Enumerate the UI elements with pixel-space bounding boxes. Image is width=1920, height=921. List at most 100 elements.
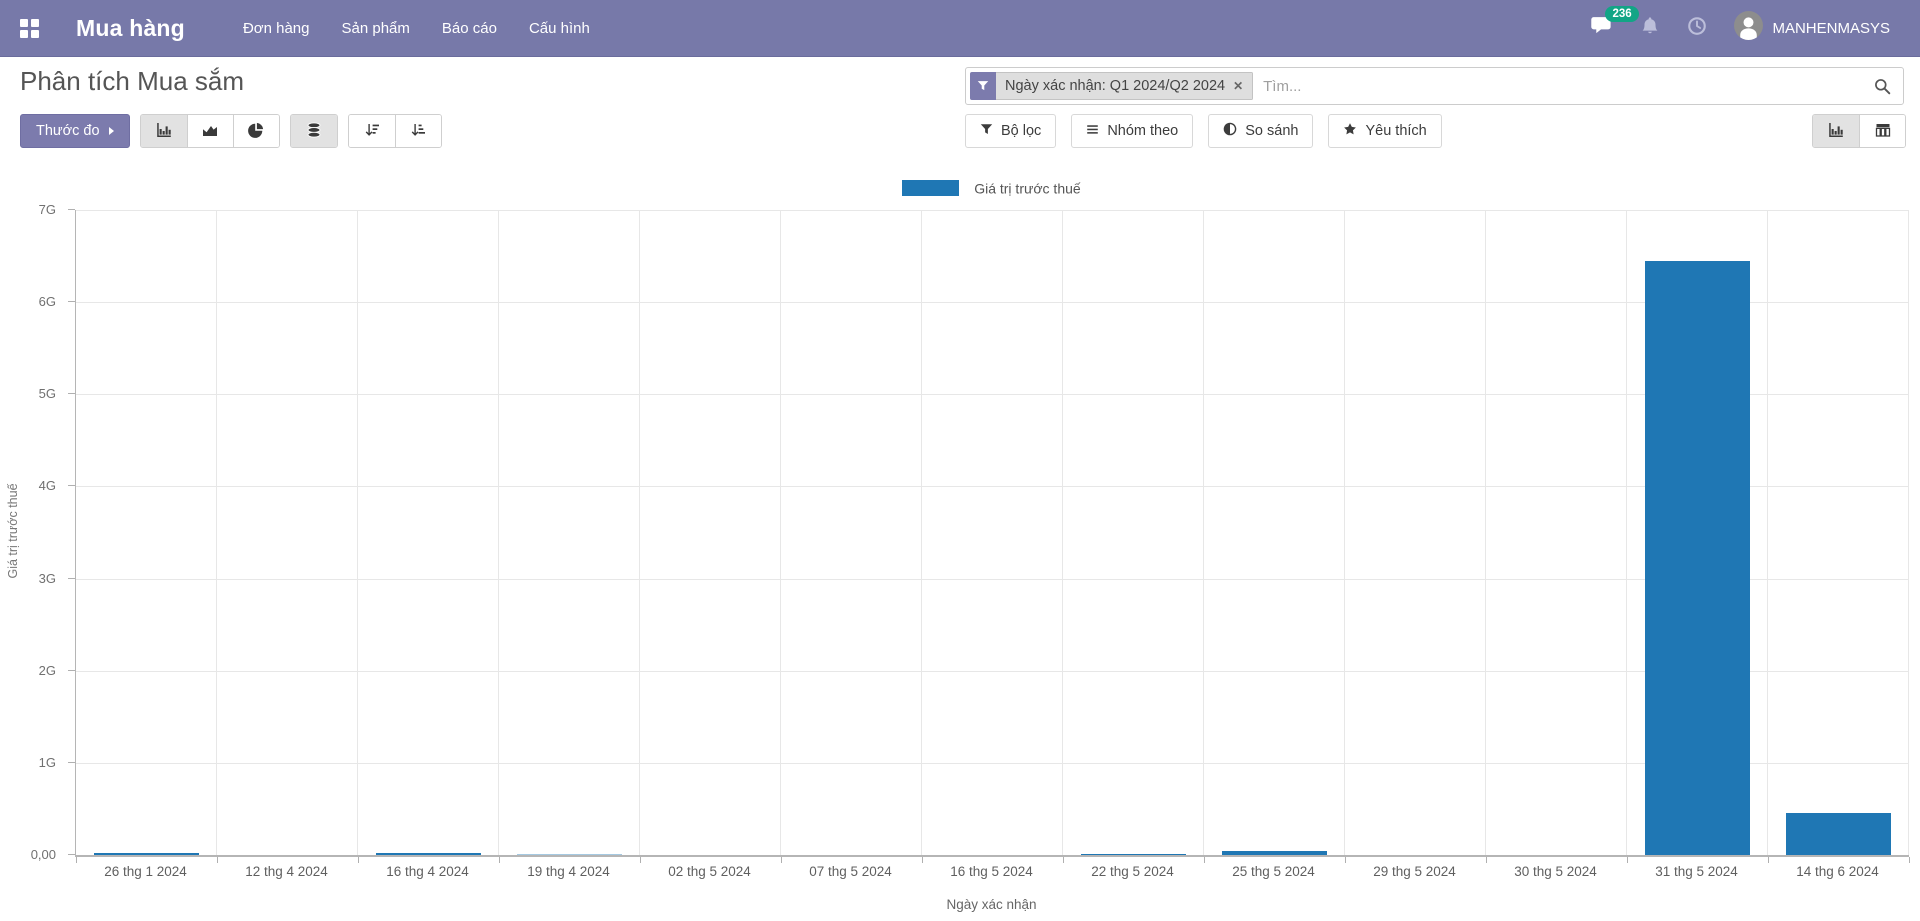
- main-menu: Đơn hàng Sản phẩm Báo cáo Cấu hình: [227, 0, 606, 56]
- graph-view-icon: [1828, 122, 1844, 141]
- measures-button[interactable]: Thước đo: [20, 114, 130, 148]
- gridline: [76, 762, 1909, 764]
- chart-bar[interactable]: [94, 853, 199, 855]
- search-options: Bộ lọc Nhóm theo So sánh Yêu thích: [965, 114, 1442, 148]
- x-tick: [1909, 857, 1910, 863]
- user-menu[interactable]: MANHENMASYS: [1734, 11, 1890, 45]
- x-axis-label: 29 thg 5 2024: [1373, 864, 1456, 879]
- sort-asc-icon: [410, 122, 426, 141]
- plot-area: [68, 209, 1910, 863]
- sort-desc-button[interactable]: [348, 115, 395, 147]
- gridline: [1062, 210, 1063, 855]
- x-axis-label: 26 thg 1 2024: [104, 864, 187, 879]
- messages-button[interactable]: 236: [1590, 5, 1639, 41]
- chart-bar[interactable]: [1081, 853, 1186, 855]
- nav-item-đơn-hàng[interactable]: Đơn hàng: [242, 19, 310, 37]
- so-sánh-button[interactable]: So sánh: [1208, 114, 1314, 148]
- x-axis-label: 16 thg 4 2024: [386, 864, 469, 879]
- x-tick: [1063, 857, 1064, 863]
- gridline: [1485, 210, 1486, 855]
- y-axis-labels: 0,00 1G 2G 3G 4G 5G 6G 7G: [0, 202, 66, 862]
- chart-bar[interactable]: [517, 854, 622, 855]
- y-axis-title: Giá trị trước thuế: [6, 483, 20, 579]
- bars-icon: [1086, 123, 1099, 140]
- view-switcher: [1812, 114, 1906, 148]
- apps-grid-icon: [19, 18, 39, 38]
- clock-icon: [1687, 16, 1707, 41]
- y-tick: [68, 485, 75, 487]
- nav-item-cấu-hình[interactable]: Cấu hình: [528, 19, 590, 37]
- chart-bar[interactable]: [1645, 260, 1750, 855]
- chat-icon: [1590, 16, 1613, 41]
- bộ-lọc-button[interactable]: Bộ lọc: [965, 114, 1057, 148]
- apps-menu-button[interactable]: [0, 0, 58, 56]
- pie-chart-button[interactable]: [232, 115, 279, 147]
- username: MANHENMASYS: [1772, 19, 1890, 37]
- gridline: [76, 578, 1909, 580]
- nhóm-theo-button[interactable]: Nhóm theo: [1071, 114, 1194, 148]
- activities-button[interactable]: [1687, 16, 1707, 41]
- caret-right-icon: [108, 127, 114, 135]
- facet-remove-icon[interactable]: [1233, 80, 1243, 92]
- y-axis-label: 4G: [38, 478, 56, 494]
- y-axis-label: 6G: [38, 294, 56, 310]
- gridline: [780, 210, 781, 855]
- avatar: [1734, 11, 1764, 45]
- facet-body: Ngày xác nhận: Q1 2024/Q2 2024: [996, 72, 1254, 100]
- y-tick: [68, 669, 75, 671]
- y-axis-label: 7G: [38, 202, 56, 217]
- x-tick: [217, 857, 218, 863]
- chart-bar[interactable]: [376, 853, 481, 855]
- gridline: [76, 394, 1909, 396]
- y-tick: [68, 577, 75, 579]
- chart-bar[interactable]: [1786, 812, 1891, 855]
- yêu-thích-button[interactable]: Yêu thích: [1328, 114, 1442, 148]
- bar-chart-button[interactable]: [140, 115, 187, 147]
- notifications-button[interactable]: [1640, 16, 1660, 41]
- button-label: Bộ lọc: [1001, 123, 1042, 139]
- gridline: [1626, 210, 1627, 855]
- x-axis-label: 25 thg 5 2024: [1232, 864, 1315, 879]
- pivot-view-icon: [1875, 122, 1891, 141]
- x-tick: [1204, 857, 1205, 863]
- x-axis-label: 31 thg 5 2024: [1655, 864, 1738, 879]
- search-icon[interactable]: [1874, 78, 1891, 95]
- y-axis-label: 1G: [38, 754, 56, 770]
- stacked-button[interactable]: [290, 115, 337, 147]
- y-axis-label: 5G: [38, 386, 56, 402]
- gridline: [1908, 210, 1909, 855]
- gridline: [216, 210, 217, 855]
- gridline: [639, 210, 640, 855]
- y-tick: [68, 209, 75, 210]
- chart-bar[interactable]: [1222, 851, 1327, 855]
- chart-legend: Giá trị trước thuế: [75, 179, 1908, 197]
- graph-view-button[interactable]: [1813, 115, 1859, 147]
- pivot-view-button[interactable]: [1859, 115, 1905, 147]
- star-icon: [1343, 122, 1357, 140]
- app-name[interactable]: Mua hàng: [76, 14, 185, 41]
- sort-asc-button[interactable]: [394, 115, 441, 147]
- x-axis-label: 30 thg 5 2024: [1514, 864, 1597, 879]
- area-chart-button[interactable]: [186, 115, 233, 147]
- message-count-badge: 236: [1605, 5, 1639, 22]
- gridline: [76, 210, 1909, 211]
- x-tick: [1345, 857, 1346, 863]
- x-tick: [76, 857, 77, 863]
- gridline: [76, 302, 1909, 304]
- y-tick: [68, 301, 75, 303]
- legend-label: Giá trị trước thuế: [974, 180, 1081, 197]
- area-chart-icon: [202, 122, 218, 141]
- button-label: Nhóm theo: [1107, 123, 1179, 139]
- nav-item-báo-cáo[interactable]: Báo cáo: [441, 19, 497, 37]
- pie-chart-icon: [248, 122, 264, 141]
- chart-type-group: [139, 114, 280, 148]
- search-input[interactable]: [1253, 77, 1874, 95]
- nav-item-sản-phẩm[interactable]: Sản phẩm: [341, 19, 410, 37]
- stacked-toggle-group: [289, 114, 338, 148]
- x-tick: [640, 857, 641, 863]
- gridline: [76, 486, 1909, 488]
- sort-desc-icon: [364, 122, 380, 141]
- gridline: [76, 670, 1909, 672]
- button-label: Yêu thích: [1365, 123, 1427, 139]
- gridline: [357, 210, 358, 855]
